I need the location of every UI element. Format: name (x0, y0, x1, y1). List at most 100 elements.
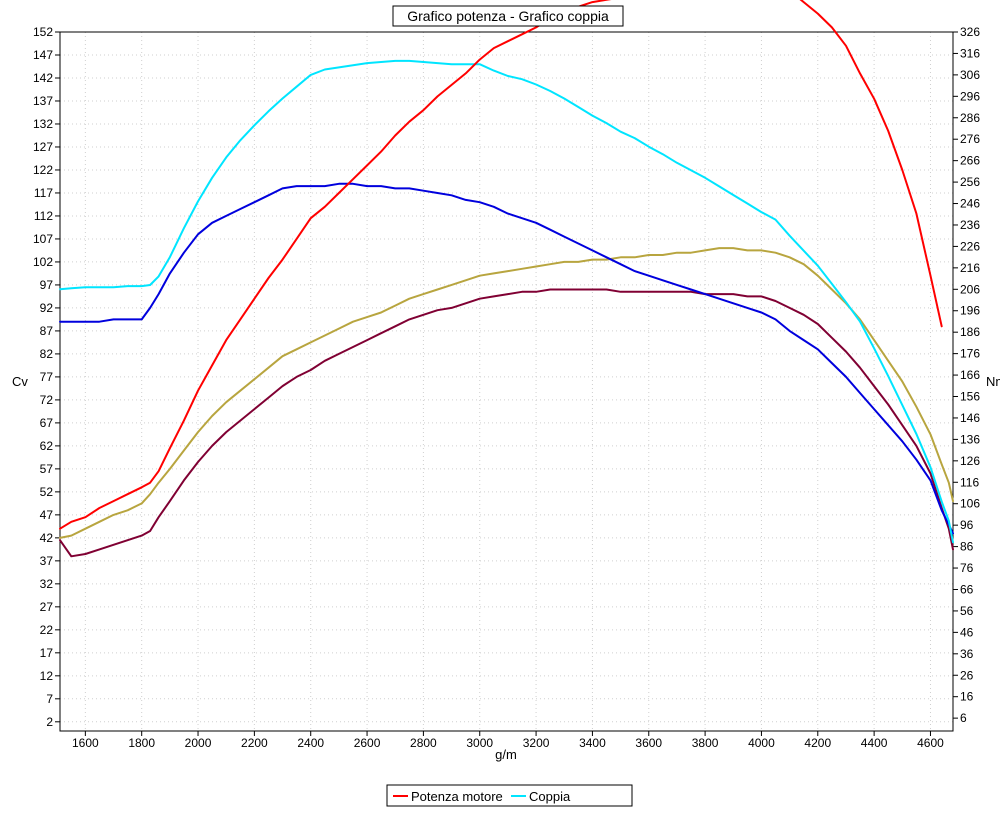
y-left-tick-label: 147 (33, 48, 53, 62)
y-right-tick-label: 196 (960, 304, 980, 318)
y-left-tick-label: 92 (40, 301, 54, 315)
x-tick-label: 2200 (241, 736, 268, 750)
x-tick-label: 2600 (354, 736, 381, 750)
y-left-tick-label: 57 (40, 462, 54, 476)
y-left-tick-label: 82 (40, 347, 54, 361)
y-right-tick-label: 156 (960, 390, 980, 404)
y-right-tick-label: 266 (960, 154, 980, 168)
legend-label-coppia: Coppia (529, 789, 571, 804)
series-line-olive (59, 247, 954, 539)
chart-title: Grafico potenza - Grafico coppia (407, 8, 609, 24)
y-right-tick-label: 106 (960, 497, 980, 511)
y-right-tick-label: 186 (960, 325, 980, 339)
y-left-tick-label: 72 (40, 393, 54, 407)
x-tick-label: 3600 (635, 736, 662, 750)
y-axis-left: 2712172227323742475257626772778287929710… (33, 25, 60, 729)
y-left-tick-label: 2 (46, 715, 53, 729)
x-tick-label: 4400 (861, 736, 888, 750)
y-right-tick-label: 36 (960, 647, 974, 661)
x-tick-label: 3400 (579, 736, 606, 750)
legend-box (386, 784, 633, 807)
y-left-tick-label: 17 (40, 646, 54, 660)
y-right-tick-label: 66 (960, 582, 974, 596)
y-right-tick-label: 56 (960, 604, 974, 618)
y-right-tick-label: 76 (960, 561, 974, 575)
y-right-tick-label: 276 (960, 132, 980, 146)
plot-frame (59, 31, 954, 732)
y-left-tick-label: 137 (33, 94, 53, 108)
x-tick-label: 4000 (748, 736, 775, 750)
y-left-tick-label: 127 (33, 140, 53, 154)
series-line-coppia (59, 59, 954, 544)
y-right-tick-label: 176 (960, 347, 980, 361)
y-left-tick-label: 22 (40, 623, 54, 637)
y-left-tick-label: 42 (40, 531, 54, 545)
y-left-tick-label: 107 (33, 232, 53, 246)
x-axis-title: g/m (495, 747, 517, 762)
y-left-tick-label: 47 (40, 508, 54, 522)
y-right-tick-label: 236 (960, 218, 980, 232)
y-left-tick-label: 132 (33, 117, 53, 131)
y-left-tick-label: 117 (34, 186, 53, 200)
y-right-tick-label: 166 (960, 368, 980, 382)
series-line-maroon (59, 288, 954, 558)
y-left-tick-label: 12 (40, 669, 54, 683)
y-left-tick-label: 62 (40, 439, 54, 453)
x-tick-label: 2400 (297, 736, 324, 750)
y-right-tick-label: 246 (960, 197, 980, 211)
y-right-tick-label: 26 (960, 668, 974, 682)
y-left-tick-label: 37 (40, 554, 54, 568)
x-axis: 1600 1800 2000 2200 2400 2600 2800 3000 3200 3400… (72, 731, 944, 750)
y-right-tick-label: 226 (960, 239, 980, 253)
series (59, 0, 954, 558)
y-axis-right-title: Nm (986, 374, 1000, 389)
series-line-potenza-motore (59, 0, 943, 530)
x-tick-label: 3200 (523, 736, 550, 750)
y-left-tick-label: 102 (33, 255, 53, 269)
y-right-tick-label: 286 (960, 111, 980, 125)
y-left-tick-label: 52 (40, 485, 54, 499)
y-right-tick-label: 136 (960, 432, 980, 446)
chart-title-box (392, 5, 624, 27)
y-right-tick-label: 116 (960, 475, 979, 489)
legend-label-potenza: Potenza motore (411, 789, 503, 804)
y-right-tick-label: 46 (960, 625, 974, 639)
y-right-tick-label: 126 (960, 454, 980, 468)
x-tick-label: 3000 (466, 736, 493, 750)
x-tick-label: 1800 (128, 736, 155, 750)
y-right-tick-label: 316 (960, 46, 980, 60)
y-right-tick-label: 6 (960, 711, 967, 725)
y-left-tick-label: 27 (40, 600, 54, 614)
y-left-tick-label: 142 (33, 71, 53, 85)
legend: Potenza motore Coppia (386, 784, 633, 807)
series-line-blue (59, 182, 954, 535)
y-left-tick-label: 32 (40, 577, 54, 591)
y-right-tick-label: 216 (960, 261, 980, 275)
x-tick-label: 1600 (72, 736, 99, 750)
y-right-tick-label: 86 (960, 540, 974, 554)
y-left-tick-label: 97 (40, 278, 54, 292)
y-left-tick-label: 67 (40, 416, 54, 430)
y-right-tick-label: 256 (960, 175, 980, 189)
x-tick-label: 2800 (410, 736, 437, 750)
y-left-tick-label: 112 (34, 209, 53, 223)
x-tick-label: 4200 (804, 736, 831, 750)
y-right-tick-label: 96 (960, 518, 974, 532)
y-left-tick-label: 7 (46, 692, 53, 706)
x-tick-label: 2000 (185, 736, 212, 750)
y-axis-left-title: Cv (12, 374, 28, 389)
x-tick-label: 4600 (917, 736, 944, 750)
y-right-tick-label: 296 (960, 89, 980, 103)
y-left-tick-label: 77 (40, 370, 54, 384)
y-right-tick-label: 206 (960, 282, 980, 296)
y-right-tick-label: 16 (960, 690, 974, 704)
x-tick-label: 3800 (692, 736, 719, 750)
y-right-tick-label: 146 (960, 411, 980, 425)
y-right-tick-label: 326 (960, 25, 980, 39)
y-left-tick-label: 152 (33, 25, 53, 39)
y-left-tick-label: 122 (33, 163, 53, 177)
y-left-tick-label: 87 (40, 324, 54, 338)
